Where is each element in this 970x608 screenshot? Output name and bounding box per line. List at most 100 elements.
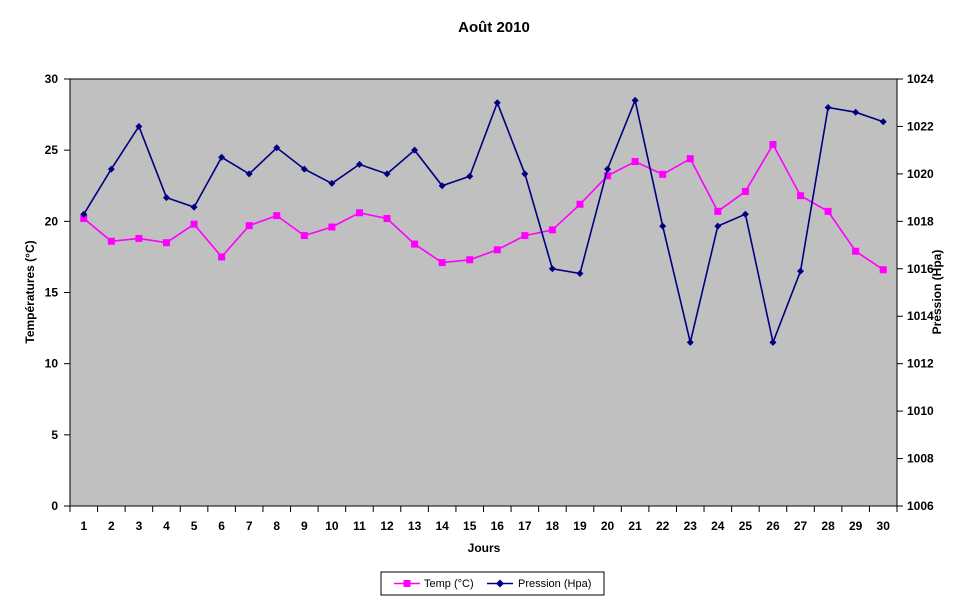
- series-line-temp: [83, 142, 884, 271]
- data-point-temp: [604, 172, 612, 180]
- x-tick-label: 9: [301, 519, 308, 533]
- data-point-temp: [493, 246, 501, 254]
- data-point-temp: [135, 234, 143, 242]
- x-tick-label: 7: [246, 519, 253, 533]
- data-point-pression: [438, 182, 446, 190]
- data-point-temp: [411, 240, 419, 248]
- data-point-pression: [300, 165, 308, 173]
- x-tick-label: 6: [218, 519, 225, 533]
- data-point-pression: [135, 122, 143, 130]
- data-point-pression: [190, 203, 198, 211]
- y-left-tick-label: 15: [45, 286, 59, 300]
- data-point-temp: [769, 140, 777, 148]
- x-tick-label: 17: [518, 519, 532, 533]
- data-point-temp: [879, 266, 887, 274]
- data-point-pression: [576, 270, 584, 278]
- data-point-temp: [355, 209, 363, 217]
- data-point-pression: [411, 146, 419, 154]
- series-layer: [80, 96, 887, 346]
- data-point-temp: [218, 253, 226, 261]
- data-point-pression: [879, 118, 887, 126]
- y-right-tick-label: 1020: [907, 167, 934, 181]
- x-tick-label: 2: [108, 519, 115, 533]
- data-point-temp: [300, 232, 308, 240]
- data-point-temp: [548, 226, 556, 234]
- y-right-tick-label: 1024: [907, 72, 934, 86]
- data-point-temp: [741, 187, 749, 195]
- y-axis-right-title: Pression (Hpa): [930, 250, 944, 335]
- data-point-temp: [162, 239, 170, 247]
- legend-marker-pression: [496, 579, 504, 588]
- data-point-pression: [769, 338, 777, 346]
- chart-title: Août 2010: [458, 19, 530, 36]
- data-point-pression: [218, 153, 226, 161]
- x-tick-label: 4: [163, 519, 170, 533]
- data-point-pression: [107, 165, 115, 173]
- data-point-pression: [714, 222, 722, 230]
- x-tick-label: 22: [656, 519, 670, 533]
- data-point-temp: [190, 220, 198, 228]
- x-tick-label: 14: [435, 519, 449, 533]
- x-tick-label: 24: [711, 519, 725, 533]
- y-left-tick-label: 30: [45, 72, 59, 86]
- data-point-pression: [686, 338, 694, 346]
- data-point-temp: [80, 214, 88, 222]
- y-left-tick-label: 25: [45, 143, 59, 157]
- legend-label-temp: Temp (°C): [424, 578, 474, 590]
- data-point-pression: [466, 172, 474, 180]
- x-tick-label: 11: [353, 519, 366, 533]
- y-left-tick-label: 10: [45, 357, 59, 371]
- x-tick-label: 8: [273, 519, 280, 533]
- data-point-temp: [383, 214, 391, 222]
- y-right-tick-label: 1010: [907, 404, 934, 418]
- y-left-tick-label: 0: [51, 499, 58, 513]
- data-point-pression: [631, 96, 639, 104]
- legend-marker-temp: [403, 580, 411, 587]
- x-axis-title: Jours: [468, 541, 501, 555]
- legend: Temp (°C) Pression (Hpa): [380, 571, 605, 596]
- axes: 0510152025301006100810101012101410161018…: [45, 72, 934, 533]
- x-tick-label: 10: [325, 519, 339, 533]
- data-point-pression: [383, 170, 391, 178]
- x-tick-label: 30: [877, 519, 891, 533]
- data-point-pression: [521, 170, 529, 178]
- data-point-temp: [245, 222, 253, 230]
- data-point-temp: [686, 155, 694, 163]
- data-point-pression: [162, 194, 170, 202]
- x-tick-label: 27: [794, 519, 808, 533]
- x-tick-label: 16: [491, 519, 505, 533]
- x-tick-label: 3: [136, 519, 143, 533]
- data-point-pression: [824, 103, 832, 111]
- data-point-pression: [797, 267, 805, 275]
- y-right-tick-label: 1012: [907, 357, 934, 371]
- data-point-temp: [466, 256, 474, 264]
- data-point-temp: [852, 247, 860, 255]
- y-right-tick-label: 1014: [907, 309, 934, 323]
- x-tick-label: 19: [573, 519, 587, 533]
- x-tick-label: 26: [766, 519, 780, 533]
- legend-label-pression: Pression (Hpa): [518, 578, 591, 590]
- data-point-pression: [328, 179, 336, 187]
- data-point-pression: [741, 210, 749, 218]
- data-point-temp: [328, 223, 336, 231]
- y-axis-left-title: Températures (°C): [23, 240, 37, 343]
- data-point-pression: [604, 165, 612, 173]
- data-point-pression: [548, 265, 556, 273]
- x-tick-label: 20: [601, 519, 615, 533]
- plot-area: [69, 78, 898, 507]
- data-point-temp: [797, 192, 805, 200]
- data-point-pression: [355, 160, 363, 168]
- x-tick-label: 25: [739, 519, 753, 533]
- data-point-temp: [107, 237, 115, 245]
- x-tick-label: 23: [684, 519, 698, 533]
- data-point-temp: [576, 200, 584, 208]
- x-tick-label: 1: [80, 519, 87, 533]
- data-point-temp: [659, 170, 667, 178]
- x-tick-label: 12: [380, 519, 394, 533]
- data-point-temp: [438, 259, 446, 267]
- x-tick-label: 13: [408, 519, 422, 533]
- data-point-pression: [659, 222, 667, 230]
- data-point-temp: [631, 158, 639, 166]
- data-point-pression: [852, 108, 860, 116]
